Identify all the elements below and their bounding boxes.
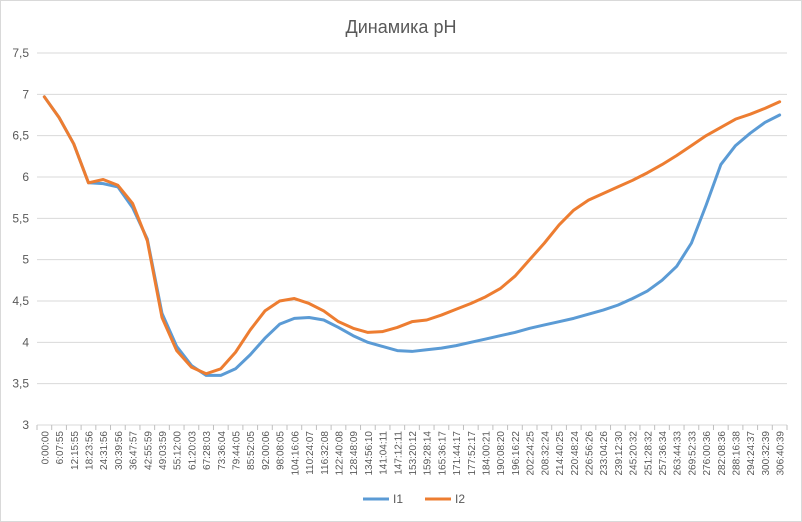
x-tick-label: 190:08:20 — [496, 431, 507, 476]
x-tick-label: 85:52:05 — [246, 431, 257, 470]
y-tick-label: 5 — [22, 253, 29, 267]
x-tick-label: 92:00:06 — [261, 431, 272, 470]
x-tick-label: 73:36:04 — [217, 431, 228, 470]
x-tick-label: 226:56:26 — [584, 431, 595, 476]
x-tick-label: 257:36:34 — [658, 431, 669, 476]
y-tick-label: 3,5 — [12, 377, 29, 391]
x-tick-label: 67:28:03 — [202, 431, 213, 470]
x-tick-label: 116:32:08 — [320, 431, 331, 475]
y-tick-label: 6 — [22, 170, 29, 184]
y-tick-label: 4,5 — [12, 294, 29, 308]
x-tick-label: 18:23:56 — [84, 431, 95, 470]
x-tick-label: 12:15:55 — [70, 431, 81, 470]
y-tick-label: 7,5 — [12, 46, 29, 60]
x-tick-label: 276:00:36 — [702, 431, 713, 476]
x-tick-label: 141:04:11 — [379, 431, 390, 475]
x-tick-label: 208:32:24 — [540, 431, 551, 476]
x-tick-label: 0:00:00 — [40, 431, 51, 465]
x-tick-label: 98:08:05 — [276, 431, 287, 470]
x-tick-label: 134:56:10 — [364, 431, 375, 476]
series-line-i2 — [42, 95, 782, 376]
x-tick-label: 282:08:36 — [717, 431, 728, 476]
x-tick-label: 165:36:17 — [437, 431, 448, 476]
x-tick-label: 300:32:39 — [761, 431, 772, 476]
y-tick-label: 7 — [22, 87, 29, 101]
x-tick-label: 153:20:12 — [408, 431, 419, 476]
x-tick-label: 306:40:39 — [776, 431, 787, 476]
legend-label-i1: I1 — [393, 492, 403, 506]
legend-label-i2: I2 — [455, 492, 465, 506]
y-tick-label: 6,5 — [12, 129, 29, 143]
x-tick-label: 196:16:22 — [511, 431, 522, 476]
x-tick-label: 171:44:17 — [452, 431, 463, 476]
x-tick-label: 184:00:21 — [482, 431, 493, 476]
x-tick-label: 177:52:17 — [467, 431, 478, 476]
y-tick-label: 4 — [22, 335, 29, 349]
x-tick-label: 245:20:32 — [629, 431, 640, 476]
x-tick-label: 49:03:59 — [158, 431, 169, 470]
x-tick-label: 55:12:00 — [173, 431, 184, 470]
x-tick-label: 251:28:32 — [643, 431, 654, 476]
x-tick-label: 288:16:38 — [732, 431, 743, 476]
x-tick-label: 263:44:33 — [673, 431, 684, 476]
x-tick-label: 122:40:08 — [334, 431, 345, 476]
x-tick-label: 24:31:56 — [99, 431, 110, 470]
x-tick-label: 202:24:25 — [526, 431, 537, 476]
x-tick-label: 79:44:05 — [232, 431, 243, 470]
x-tick-label: 36:47:57 — [129, 431, 140, 470]
x-tick-label: 110:24:07 — [305, 431, 316, 475]
x-tick-label: 159:28:14 — [423, 431, 434, 476]
x-tick-label: 239:12:30 — [614, 431, 625, 476]
x-tick-label: 294:24:37 — [746, 431, 757, 476]
x-tick-label: 104:16:06 — [290, 431, 301, 476]
y-tick-label: 3 — [22, 418, 29, 432]
x-tick-label: 147:12:11 — [393, 431, 404, 475]
x-tick-label: 6:07:55 — [55, 431, 66, 465]
x-tick-label: 220:48:24 — [570, 431, 581, 476]
series-line-i1 — [42, 95, 782, 377]
x-tick-label: 61:20:03 — [187, 431, 198, 470]
y-tick-label: 5,5 — [12, 211, 29, 225]
x-tick-label: 30:39:56 — [114, 431, 125, 470]
x-tick-label: 269:52:33 — [687, 431, 698, 476]
x-tick-label: 214:40:25 — [555, 431, 566, 476]
x-tick-label: 233:04:26 — [599, 431, 610, 476]
x-tick-label: 42:55:59 — [143, 431, 154, 470]
x-tick-label: 128:48:09 — [349, 431, 360, 476]
chart-title: Динамика pH — [345, 17, 457, 37]
